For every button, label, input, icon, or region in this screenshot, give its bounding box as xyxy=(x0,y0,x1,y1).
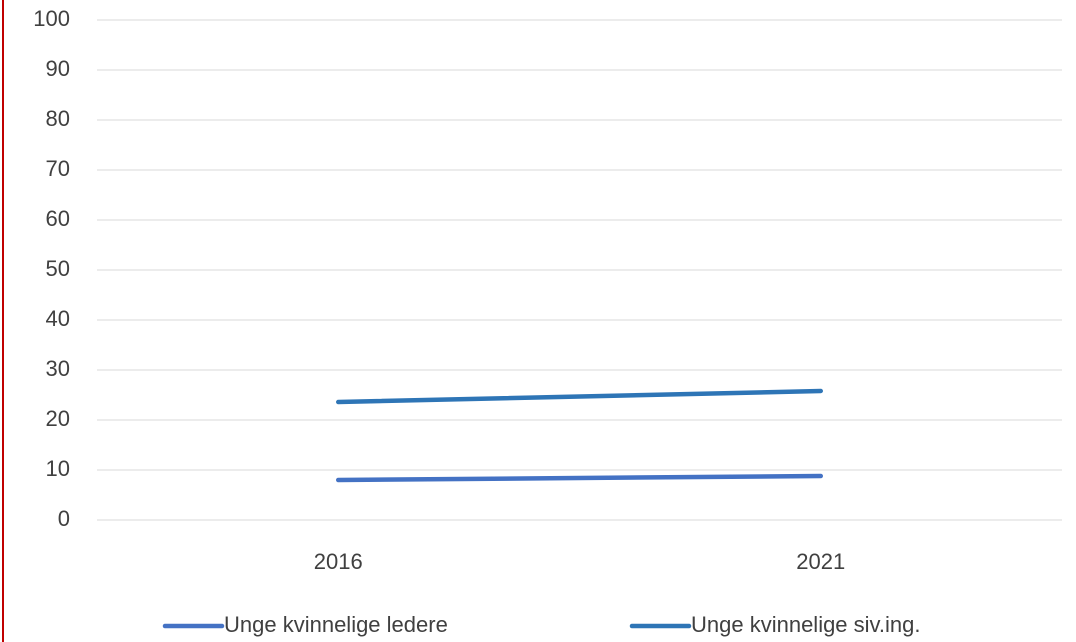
x-tick-label: 2016 xyxy=(314,549,363,574)
y-tick-label: 50 xyxy=(46,256,70,281)
x-tick-label: 2021 xyxy=(796,549,845,574)
y-tick-label: 20 xyxy=(46,406,70,431)
line-series xyxy=(336,388,823,405)
line-series xyxy=(336,473,823,483)
legend-label: Unge kvinnelige ledere xyxy=(224,612,448,637)
y-tick-label: 100 xyxy=(33,6,70,31)
y-tick-label: 70 xyxy=(46,156,70,181)
y-tick-label: 10 xyxy=(46,456,70,481)
y-tick-label: 90 xyxy=(46,56,70,81)
y-tick-label: 60 xyxy=(46,206,70,231)
legend-label: Unge kvinnelige siv.ing. xyxy=(691,612,921,637)
y-tick-label: 80 xyxy=(46,106,70,131)
y-tick-label: 30 xyxy=(46,356,70,381)
y-tick-label: 40 xyxy=(46,306,70,331)
y-tick-label: 0 xyxy=(58,506,70,531)
